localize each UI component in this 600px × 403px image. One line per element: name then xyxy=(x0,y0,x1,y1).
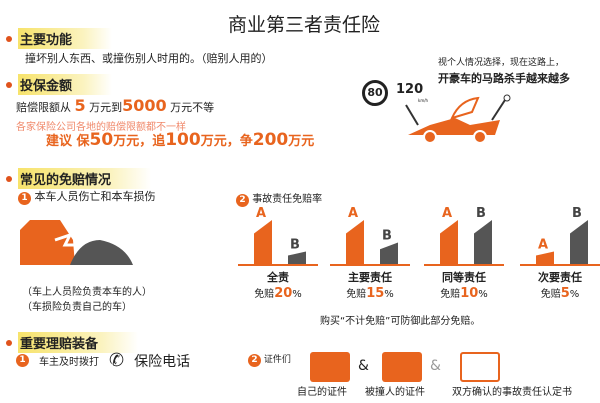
bar-a xyxy=(254,220,272,265)
claim-item-1: 1 车主及时拨打 ✆ 保险电话 xyxy=(16,350,190,371)
car-note-1: 视个人情况选择，现在这路上， xyxy=(438,58,565,68)
bar-a xyxy=(346,220,364,265)
bar-b xyxy=(380,242,398,265)
group-rate: 免赔5% xyxy=(540,286,580,301)
sports-car-icon xyxy=(405,94,511,144)
section-label: 主要功能 xyxy=(18,28,113,49)
group-rate: 免赔15% xyxy=(346,286,394,301)
bar-a-label: A xyxy=(256,206,266,221)
ampersand: & xyxy=(358,358,369,374)
group-name: 同等责任 xyxy=(442,271,486,284)
group-rate: 免赔20% xyxy=(254,286,302,301)
exemption-note-1: （车上人员险负责本车的人） xyxy=(22,287,152,298)
bar-a xyxy=(440,220,458,265)
speed-unit: km/h xyxy=(418,98,429,103)
bullet-icon xyxy=(6,35,12,42)
section-label: 投保金额 xyxy=(18,74,113,95)
group-rate: 免赔10% xyxy=(440,286,488,301)
bar-b-label: B xyxy=(290,238,300,253)
bar-b xyxy=(288,251,306,265)
liability-group: A B 次要责任免赔5% xyxy=(520,205,600,301)
page-title: 商业第三者责任险 xyxy=(228,14,381,36)
coverage-range: 赔偿限额从 5 万元到5000 万元不等 xyxy=(16,96,215,115)
doc-caption: 被撞人的证件 xyxy=(365,387,425,398)
liability-group: A B 同等责任免赔10% xyxy=(424,205,504,301)
coverage-recommendation: 建议 保50万元，追100万元，争200万元 xyxy=(46,130,315,150)
document-pen-icon xyxy=(460,352,500,382)
section-exemptions: 常见的免赔情况 xyxy=(6,168,152,189)
doc-caption: 自己的证件 xyxy=(297,387,347,398)
liability-group: A B 主要责任免赔15% xyxy=(330,205,410,301)
bullet-icon xyxy=(6,81,12,88)
bar-b-label: B xyxy=(382,229,392,244)
speed-text: 120 xyxy=(396,82,424,97)
speed-sign: 80 xyxy=(362,80,388,106)
exemption-item-2: 2 事故责任免赔率 xyxy=(236,190,322,207)
section-label: 常见的免赔情况 xyxy=(18,168,152,189)
ampersand: & xyxy=(430,358,441,374)
bullet-icon xyxy=(6,175,12,182)
bar-a xyxy=(536,251,554,265)
car-note-2: 开豪车的马路杀手越来越多 xyxy=(438,72,570,85)
phone-icon: ✆ xyxy=(109,350,125,371)
bar-a-label: A xyxy=(538,238,548,253)
exemption-note-2: （车损险负责自己的车） xyxy=(22,302,132,313)
liability-group: A B 全责免赔20% xyxy=(238,205,318,301)
bar-b-label: B xyxy=(476,206,486,221)
bullet-icon xyxy=(6,339,12,346)
section-main-function: 主要功能 xyxy=(6,28,113,49)
bar-b xyxy=(474,220,492,265)
function-text: 撞坏别人东西、或撞伤别人时用的。（赔别人用的） xyxy=(25,52,273,65)
doc-caption: 双方确认的事故责任认定书 xyxy=(452,387,572,398)
section-claim-equipment: 重要理赔装备 xyxy=(6,332,139,353)
section-coverage: 投保金额 xyxy=(6,74,113,95)
id-card-icon xyxy=(310,352,350,382)
car-crash-icon xyxy=(20,220,133,265)
claim-item-2: 2 证件们 xyxy=(248,352,291,367)
section-label: 重要理赔装备 xyxy=(18,332,139,353)
group-name: 主要责任 xyxy=(348,271,392,284)
bar-a-label: A xyxy=(442,206,452,221)
group-name: 全责 xyxy=(267,271,289,284)
bar-b xyxy=(570,220,588,265)
footnote: 购买“不计免赔”可防御此部分免赔。 xyxy=(320,316,481,327)
bar-b-label: B xyxy=(572,206,582,221)
bar-a-label: A xyxy=(348,206,358,221)
id-card-icon xyxy=(382,352,422,382)
coverage-note: 各家保险公司各地的赔偿限额都不一样 xyxy=(16,122,186,133)
group-name: 次要责任 xyxy=(538,271,582,284)
exemption-item-1: 1 本车人员伤亡和本车损伤 xyxy=(18,188,156,205)
